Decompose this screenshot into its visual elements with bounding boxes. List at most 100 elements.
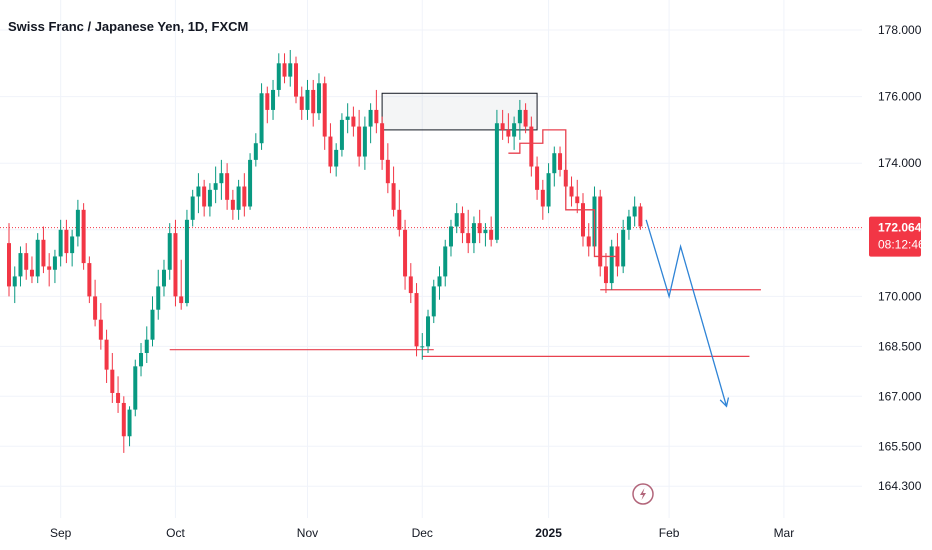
candle-body: [139, 353, 144, 367]
candle-body: [345, 116, 350, 120]
candle-body: [385, 159, 390, 184]
candle-body: [535, 166, 540, 190]
candle-body: [190, 196, 195, 220]
candle-body: [362, 126, 367, 157]
candle: [248, 153, 253, 210]
candle-body: [351, 116, 356, 127]
candle-body: [477, 223, 482, 234]
candle: [276, 53, 281, 97]
candle: [558, 146, 563, 177]
candle: [311, 79, 316, 127]
candle-body: [271, 89, 276, 110]
annotations: [508, 129, 730, 408]
candle-body: [213, 183, 218, 190]
candle: [12, 266, 17, 304]
candle-body: [24, 253, 29, 270]
candle-body: [638, 206, 643, 227]
candle: [494, 109, 499, 244]
candle: [626, 209, 631, 240]
candle: [322, 76, 327, 150]
x-tick-label: Nov: [297, 526, 318, 540]
candle-body: [47, 266, 52, 270]
candle: [259, 83, 264, 150]
candle: [552, 146, 557, 187]
candle: [173, 219, 178, 307]
candle: [603, 253, 608, 294]
candle-body: [414, 293, 419, 347]
candle: [58, 219, 63, 267]
candle-body: [219, 173, 224, 184]
zones: [381, 92, 538, 131]
candle: [385, 143, 390, 194]
candle: [569, 176, 574, 207]
candle: [139, 343, 144, 377]
candle: [207, 183, 212, 217]
candle-body: [500, 123, 505, 130]
candle: [242, 173, 247, 217]
candle: [621, 219, 626, 274]
candle-body: [408, 276, 413, 294]
candle: [483, 223, 488, 247]
candle-body: [150, 309, 155, 340]
y-tick-label: 165.500: [878, 439, 922, 453]
candle: [167, 223, 172, 280]
candle: [305, 79, 310, 120]
candle-body: [196, 186, 201, 197]
candle-body: [621, 229, 626, 267]
candle: [500, 109, 505, 140]
candle-body: [368, 109, 373, 127]
candle: [98, 303, 103, 350]
candle: [512, 116, 517, 150]
candle-body: [265, 93, 270, 110]
candle: [196, 173, 201, 214]
candle-body: [626, 216, 631, 230]
candle: [75, 199, 80, 247]
candle-body: [598, 196, 603, 267]
candle: [236, 179, 241, 220]
candle: [213, 166, 218, 204]
candle: [179, 259, 184, 310]
candle-body: [294, 63, 298, 97]
candle-body: [540, 189, 545, 207]
x-tick-label: Mar: [774, 526, 795, 540]
candle: [29, 256, 34, 284]
candle: [615, 233, 620, 277]
projection-arrowhead: [719, 397, 730, 408]
projection-path: [645, 219, 728, 407]
candle-body: [242, 186, 247, 207]
candle-body: [558, 153, 563, 170]
x-tick-label: Sep: [50, 526, 72, 540]
structure-step-line: [508, 129, 618, 258]
candle: [288, 49, 293, 87]
candle-body: [35, 239, 40, 277]
candle: [517, 99, 522, 140]
candle-body: [259, 93, 264, 144]
y-tick-label: 176.000: [878, 90, 922, 104]
candle: [414, 283, 419, 357]
lightning-icon[interactable]: [632, 483, 654, 505]
candle-body: [7, 243, 11, 287]
candle: [127, 406, 132, 447]
x-axis: Sep Oct Nov Dec 2025 Feb Mar: [50, 526, 794, 540]
candle: [265, 86, 270, 124]
candle-body: [93, 296, 98, 320]
candle: [575, 179, 580, 214]
candle: [466, 209, 471, 254]
candle: [471, 216, 476, 254]
x-tick-label: Oct: [166, 526, 185, 540]
candle: [81, 203, 86, 270]
candle-body: [230, 199, 235, 210]
candle: [357, 109, 362, 167]
y-tick-label: 178.000: [878, 23, 922, 37]
candle-body: [282, 63, 287, 77]
candle-body: [173, 233, 178, 297]
candle: [443, 239, 448, 287]
candle-body: [236, 186, 241, 210]
candle-body: [466, 233, 471, 244]
candle: [437, 266, 442, 300]
candle-body: [517, 109, 522, 124]
candle: [64, 219, 69, 264]
candle: [598, 189, 603, 277]
candle-body: [374, 109, 379, 124]
